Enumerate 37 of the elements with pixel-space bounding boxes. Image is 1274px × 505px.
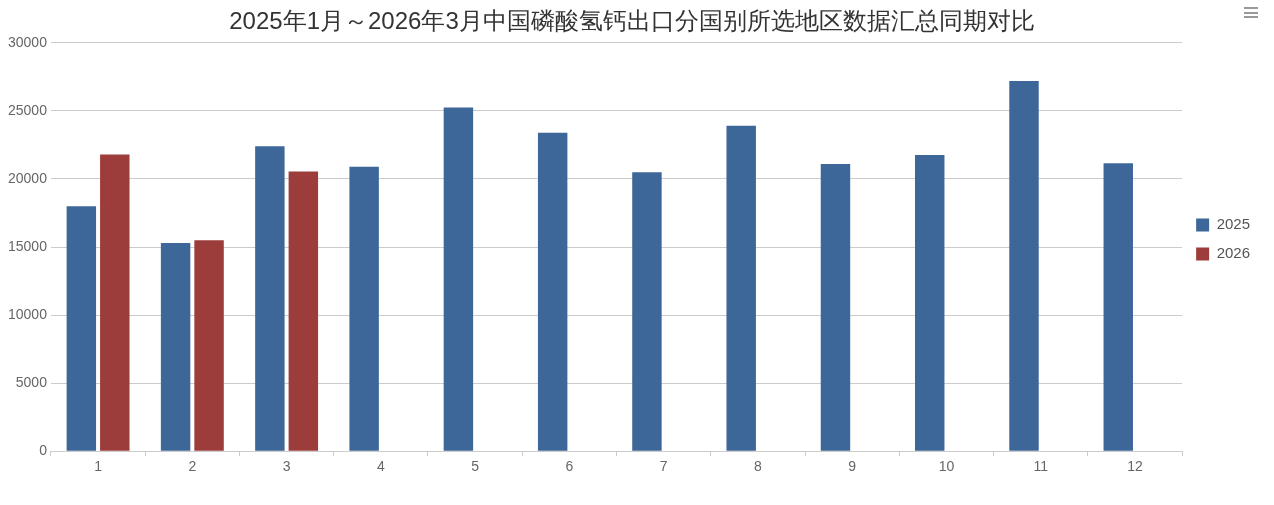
y-tick-label: 5000 [15, 373, 48, 390]
bar [160, 242, 191, 451]
chart-title: 2025年1月～2026年3月中国磷酸氢钙出口分国别所选地区数据汇总同期对比 [229, 7, 1035, 35]
x-tick-label: 3 [282, 458, 291, 475]
bar [288, 171, 319, 451]
bar [349, 166, 379, 451]
bar [255, 146, 285, 451]
x-tick-label: 12 [1127, 458, 1143, 475]
bar [726, 125, 756, 451]
bar [915, 155, 945, 451]
bar [66, 206, 97, 451]
x-tick-label: 6 [565, 458, 574, 475]
bar [820, 163, 851, 451]
x-tick-label: 9 [848, 458, 857, 475]
y-tick-label: 20000 [7, 169, 48, 186]
bar [100, 154, 130, 451]
y-tick-label: 25000 [7, 101, 48, 118]
bar [632, 172, 662, 451]
x-tick-label: 1 [94, 458, 103, 475]
y-tick-label: 0 [39, 442, 48, 459]
x-tick-label: 2 [188, 458, 197, 475]
bar [1103, 163, 1133, 451]
legend-label: 2025 [1216, 215, 1251, 233]
x-tick-label: 10 [938, 458, 955, 475]
bar [1009, 80, 1039, 451]
bar [537, 132, 568, 451]
x-tick-label: 5 [471, 458, 480, 475]
y-tick-label: 15000 [7, 237, 48, 254]
bar [443, 107, 474, 451]
x-tick-label: 7 [659, 458, 668, 475]
y-tick-label: 10000 [7, 305, 48, 322]
x-tick-label: 11 [1033, 458, 1049, 475]
legend-label: 2026 [1216, 244, 1251, 262]
y-tick-label: 30000 [7, 33, 48, 50]
x-tick-label: 4 [376, 458, 385, 475]
x-tick-label: 8 [754, 458, 763, 475]
bar [194, 240, 224, 451]
